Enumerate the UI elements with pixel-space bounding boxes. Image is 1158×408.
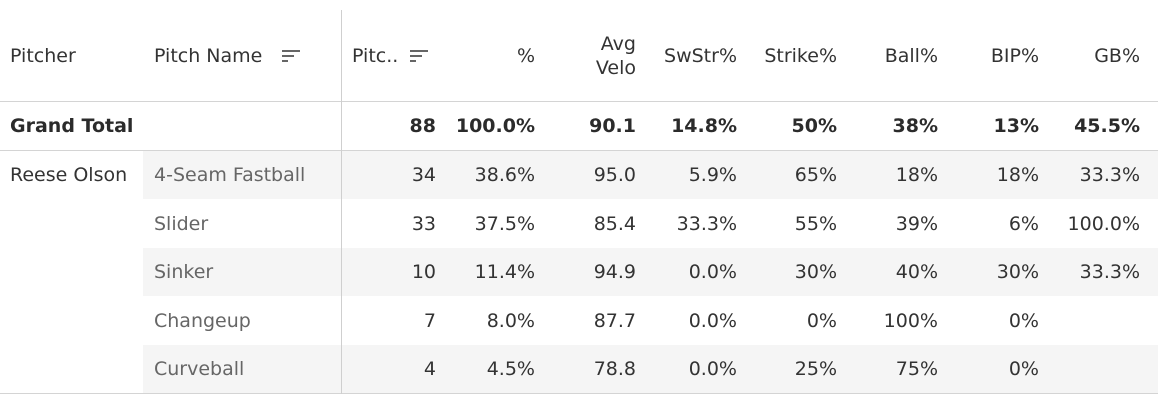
col-header-avg-velo-line1: Avg <box>600 32 636 55</box>
pitch-name-cell: Slider <box>154 212 209 235</box>
gb-cell: 33.3% <box>1079 164 1140 186</box>
pitch-name-cell: Curveball <box>154 358 245 380</box>
pitcher-name[interactable]: Reese Olson <box>10 164 128 186</box>
col-header-bip[interactable]: BIP% <box>940 10 1039 101</box>
avg-velo-cell: 85.4 <box>593 212 636 235</box>
avg-velo-cell: 87.7 <box>593 309 636 332</box>
bottom-border <box>0 393 1158 394</box>
sort-descending-icon[interactable] <box>410 48 429 64</box>
gb-cell: 33.3% <box>1079 261 1140 283</box>
col-header-pct[interactable]: % <box>440 10 535 101</box>
bip-cell: 18% <box>996 164 1039 186</box>
col-header-bip-label: BIP% <box>990 44 1039 67</box>
pitches-cell: 7 <box>423 309 436 332</box>
table-row: Sinker 10 11.4% 94.9 0.0% 30% 40% 30% 33… <box>0 248 1158 296</box>
table-row: Changeup 7 8.0% 87.7 0.0% 0% 100% 0% <box>0 296 1158 345</box>
swstr-cell: 33.3% <box>676 212 737 235</box>
total-divider <box>0 150 1158 151</box>
table-row: Curveball 4 4.5% 78.8 0.0% 25% 75% 0% <box>0 345 1158 393</box>
swstr-cell: 5.9% <box>688 164 737 186</box>
row-shade <box>143 151 1158 199</box>
grand-total-swstr: 14.8% <box>671 115 737 137</box>
ball-cell: 75% <box>895 358 938 380</box>
grand-total-strike: 50% <box>791 115 837 137</box>
col-header-ball[interactable]: Ball% <box>840 10 938 101</box>
grand-total-pitches: 88 <box>409 115 436 137</box>
ball-cell: 39% <box>895 212 938 235</box>
bip-cell: 0% <box>1008 358 1039 380</box>
gb-cell <box>1042 345 1140 393</box>
bip-cell: 0% <box>1008 309 1039 332</box>
strike-cell: 25% <box>794 358 837 380</box>
grand-total-row: Grand Total 88 100.0% 90.1 14.8% 50% 38%… <box>0 102 1158 150</box>
pct-cell: 11.4% <box>474 261 535 283</box>
header-divider <box>0 101 1158 102</box>
col-header-avg-velo-line2: Velo <box>595 56 636 79</box>
swstr-cell: 0.0% <box>688 261 737 283</box>
pitch-name-cell: Changeup <box>154 309 251 332</box>
col-header-gb-label: GB% <box>1094 44 1140 67</box>
col-header-ball-label: Ball% <box>884 44 938 67</box>
pitches-cell: 10 <box>411 261 436 283</box>
sort-descending-icon[interactable] <box>282 48 301 64</box>
gb-cell: 100.0% <box>1067 212 1140 235</box>
pitches-cell: 34 <box>411 164 436 186</box>
pitches-cell: 4 <box>423 358 436 380</box>
gb-cell <box>1042 296 1140 345</box>
swstr-cell: 0.0% <box>688 309 737 332</box>
grand-total-pct: 100.0% <box>455 115 535 137</box>
table-row: 4-Seam Fastball 34 38.6% 95.0 5.9% 65% 1… <box>0 151 1158 199</box>
col-header-strike[interactable]: Strike% <box>740 10 837 101</box>
ball-cell: 18% <box>895 164 938 186</box>
col-header-pitcher[interactable]: Pitcher <box>10 10 76 101</box>
ball-cell: 100% <box>883 309 938 332</box>
bip-cell: 6% <box>1008 212 1039 235</box>
avg-velo-cell: 94.9 <box>593 261 636 283</box>
strike-cell: 0% <box>806 309 837 332</box>
grand-total-ball: 38% <box>892 115 938 137</box>
col-header-strike-label: Strike% <box>764 44 837 67</box>
grand-total-label: Grand Total <box>10 115 134 137</box>
header-row: Pitcher Pitch Name Pitc.. % Avg Velo <box>0 10 1158 101</box>
strike-cell: 65% <box>794 164 837 186</box>
grand-total-gb: 45.5% <box>1074 115 1140 137</box>
bip-cell: 30% <box>996 261 1039 283</box>
grand-total-avg-velo: 90.1 <box>589 115 636 137</box>
avg-velo-cell: 78.8 <box>593 358 636 380</box>
ball-cell: 40% <box>895 261 938 283</box>
grand-total-bip: 13% <box>993 115 1039 137</box>
col-header-pitch-name[interactable]: Pitch Name <box>154 10 301 101</box>
col-header-avg-velo[interactable]: Avg Velo <box>540 10 636 101</box>
avg-velo-cell: 95.0 <box>593 164 636 186</box>
strike-cell: 55% <box>794 212 837 235</box>
strike-cell: 30% <box>794 261 837 283</box>
pct-cell: 4.5% <box>486 358 535 380</box>
table-row: Slider 33 37.5% 85.4 33.3% 55% 39% 6% 10… <box>0 199 1158 248</box>
col-header-swstr-label: SwStr% <box>664 44 737 67</box>
col-header-gb[interactable]: GB% <box>1042 10 1140 101</box>
pitch-name-cell: 4-Seam Fastball <box>154 164 306 186</box>
swstr-cell: 0.0% <box>688 358 737 380</box>
pitch-name-cell: Sinker <box>154 261 214 283</box>
col-header-pitch-name-label: Pitch Name <box>154 44 263 67</box>
dimension-divider <box>341 10 342 394</box>
col-header-pct-label: % <box>516 44 535 67</box>
col-header-pitches[interactable]: Pitc.. <box>352 10 429 101</box>
row-shade <box>143 345 1158 393</box>
col-header-pitcher-label: Pitcher <box>10 44 76 67</box>
pct-cell: 38.6% <box>474 164 535 186</box>
pitches-cell: 33 <box>411 212 436 235</box>
row-shade <box>143 248 1158 296</box>
pct-cell: 37.5% <box>474 212 535 235</box>
col-header-swstr[interactable]: SwStr% <box>640 10 737 101</box>
pct-cell: 8.0% <box>486 309 535 332</box>
col-header-pitches-label: Pitc.. <box>352 44 399 67</box>
